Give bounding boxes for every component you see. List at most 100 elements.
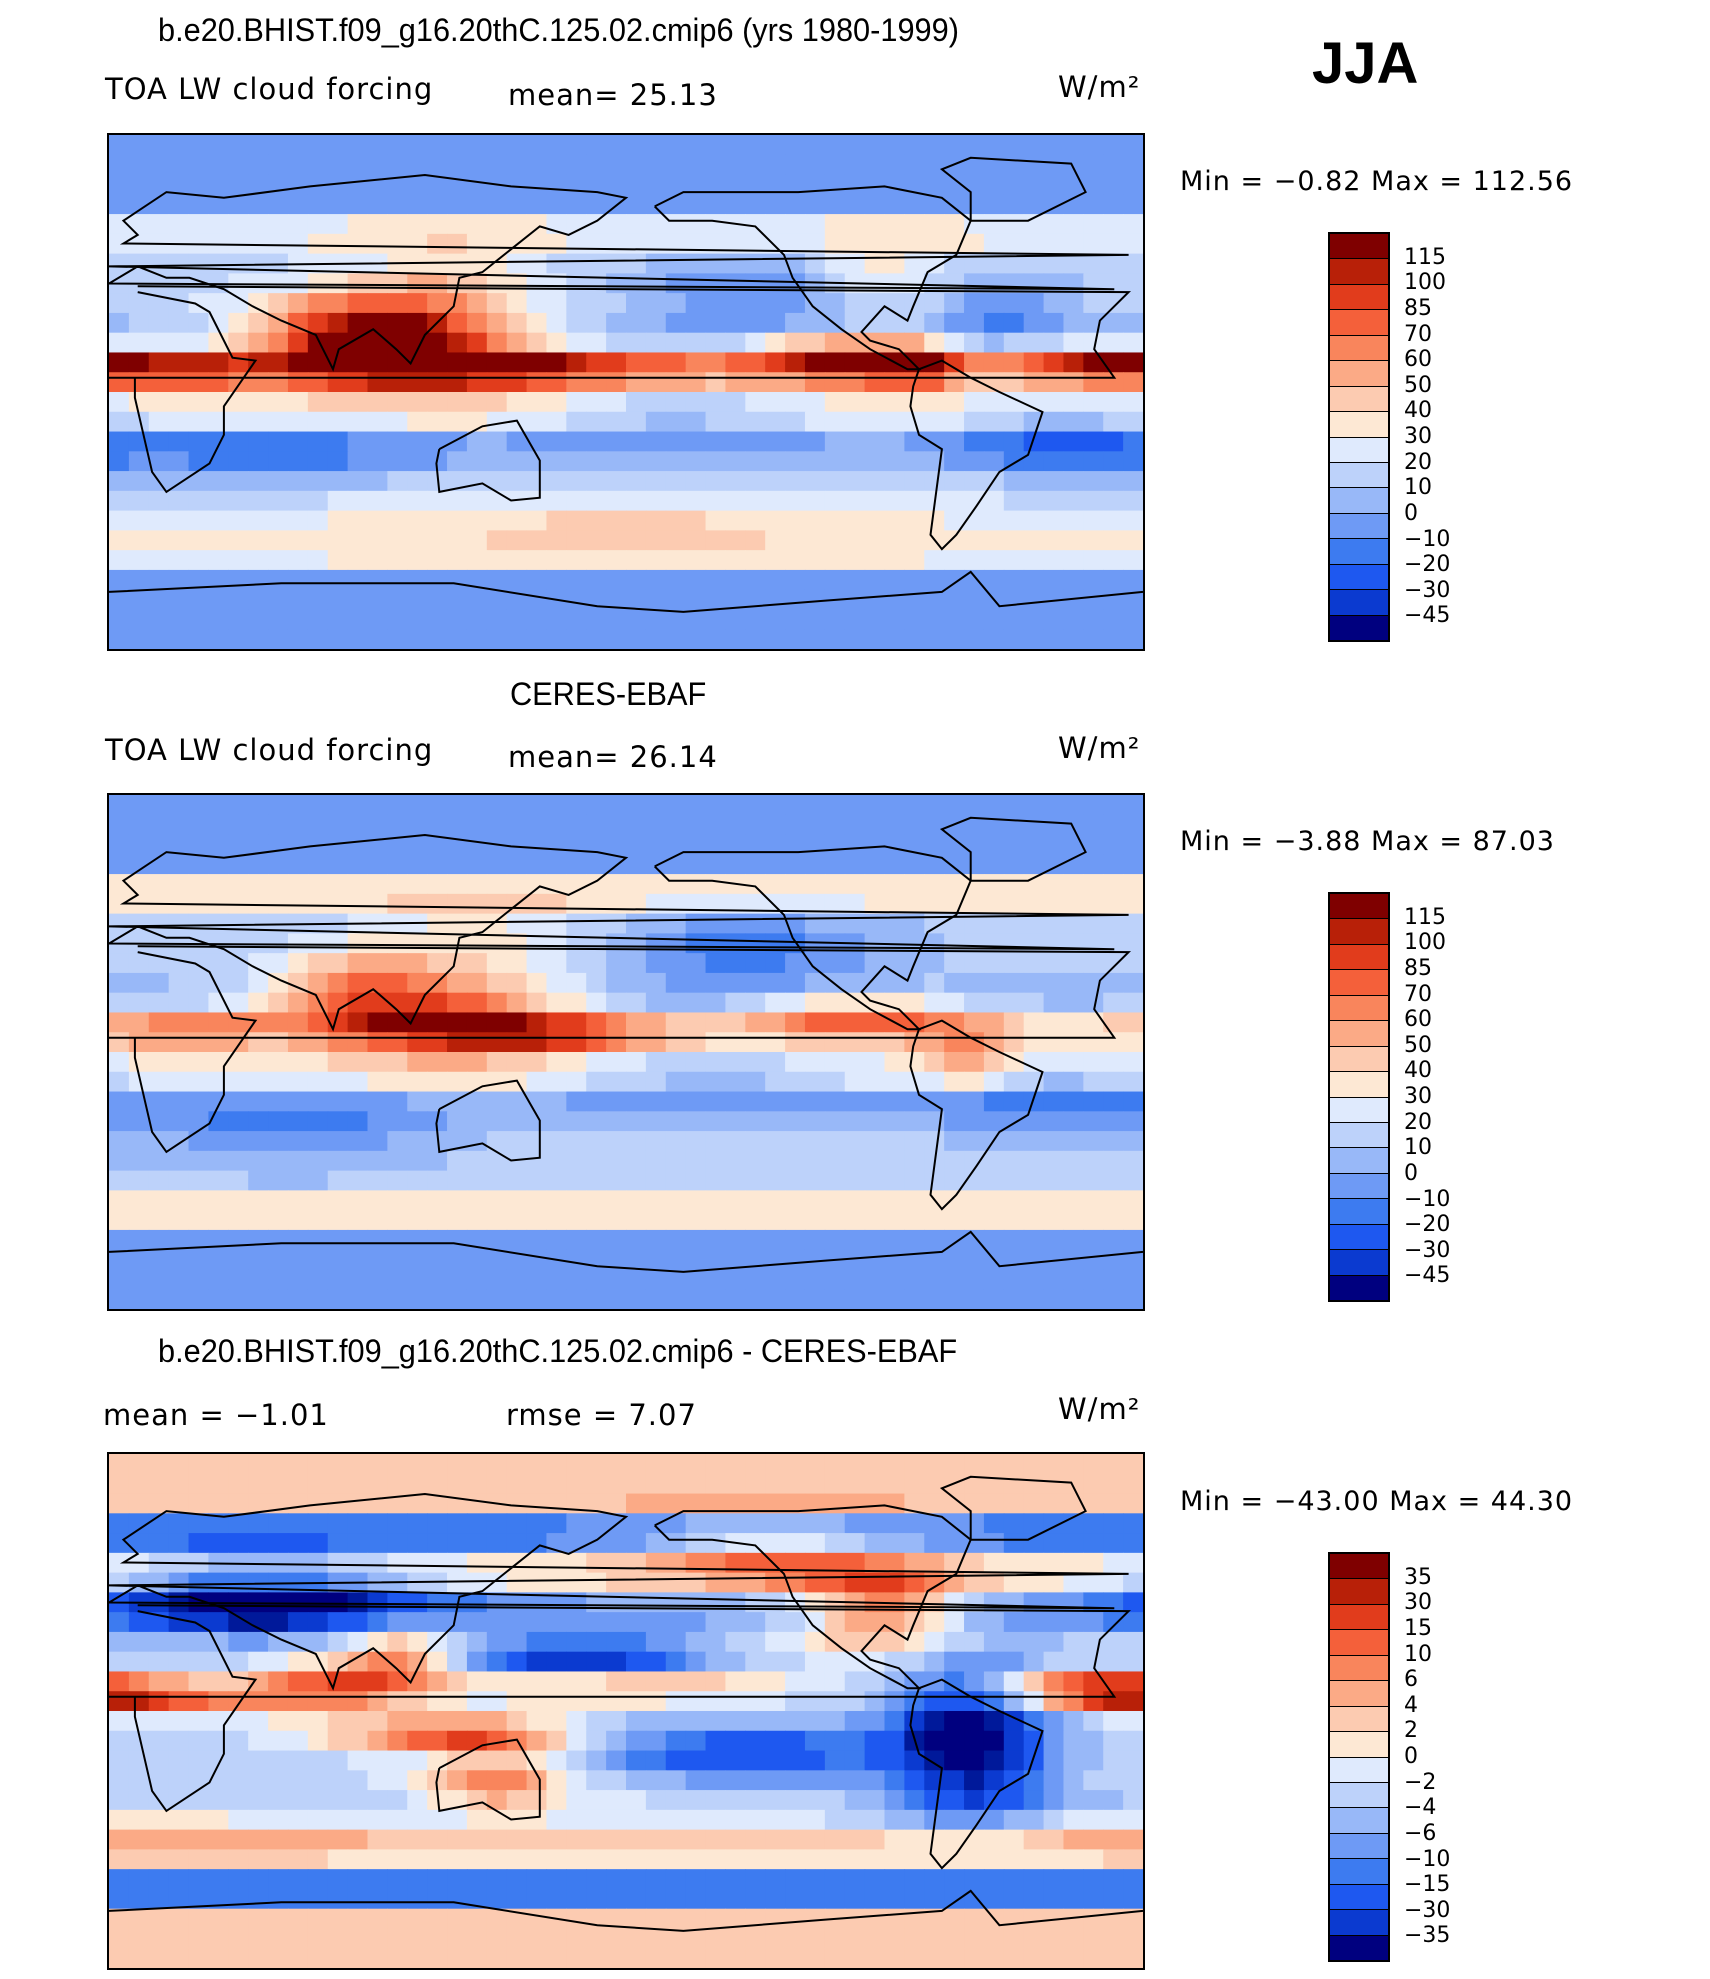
map-cell <box>1043 1651 1065 1673</box>
map-cell <box>466 332 488 354</box>
map-cell <box>287 550 309 571</box>
map-cell <box>466 174 488 195</box>
map-cell <box>924 293 945 314</box>
map-cell <box>785 431 806 452</box>
map-cell <box>745 471 766 492</box>
map-cell <box>1023 1612 1045 1633</box>
map-cell <box>745 312 766 334</box>
map-cell <box>606 1012 627 1033</box>
map-cell <box>745 1671 766 1692</box>
map-cell <box>606 1493 627 1514</box>
map-cell <box>466 1928 488 1949</box>
colorbar-swatch <box>1330 944 1388 971</box>
map-cell <box>983 135 1005 156</box>
map-cell <box>367 1691 388 1712</box>
map-cell <box>347 273 369 294</box>
map-cell <box>964 1454 985 1475</box>
map-cell <box>824 1533 846 1554</box>
map-cell <box>407 1454 428 1475</box>
map-cell <box>1043 1849 1065 1870</box>
map-cell <box>904 854 925 875</box>
map-cell <box>208 490 229 512</box>
map-cell <box>268 1473 289 1495</box>
map-cell <box>924 550 945 571</box>
map-cell <box>228 629 249 649</box>
map-cell <box>208 609 229 630</box>
map-cell <box>546 1052 567 1073</box>
map-cell <box>1083 1533 1104 1554</box>
map-cell <box>546 1091 567 1112</box>
map-cell <box>287 1612 309 1633</box>
panel-2-mean-label: mean= 26.14 <box>508 740 718 774</box>
map-cell <box>1003 411 1025 433</box>
map-cell <box>188 510 210 531</box>
map-cell <box>327 312 349 334</box>
map-cell <box>1103 1190 1124 1211</box>
map-cell <box>1043 1071 1065 1093</box>
map-cell <box>347 411 369 433</box>
map-cell <box>387 569 408 591</box>
map-cell <box>964 471 985 492</box>
colorbar-swatch <box>1330 437 1388 463</box>
map-cell <box>645 972 667 994</box>
map-cell <box>268 814 289 836</box>
map-cell <box>765 1454 786 1475</box>
map-cell <box>705 1809 727 1831</box>
map-cell <box>685 550 707 571</box>
map-cell <box>725 814 746 836</box>
map-cell <box>924 1170 945 1191</box>
map-cell <box>685 411 707 433</box>
continent-outline <box>109 945 1132 1154</box>
map-cell <box>626 135 647 156</box>
map-cell <box>526 392 548 413</box>
map-cell <box>188 589 210 611</box>
map-cell <box>347 1111 369 1132</box>
map-cell <box>586 1948 607 1968</box>
map-cell <box>447 1869 468 1890</box>
map-cell <box>1043 1869 1065 1890</box>
map-cell <box>964 1150 985 1172</box>
map-cell <box>1103 972 1124 994</box>
map-cell <box>745 1052 766 1073</box>
map-cell <box>725 451 746 472</box>
map-cell <box>248 1631 269 1653</box>
map-cell <box>208 953 229 974</box>
map-cell <box>566 972 587 994</box>
map-cell <box>1063 1229 1084 1251</box>
map-cell <box>387 1829 408 1850</box>
map-cell <box>307 273 329 294</box>
colorbar-tick-label: 115 <box>1404 904 1446 930</box>
map-cell <box>884 814 905 836</box>
map-cell <box>884 1210 905 1231</box>
map-cell <box>447 1829 468 1850</box>
map-cell <box>665 1131 687 1152</box>
map-cell <box>287 1533 309 1554</box>
map-cell <box>248 834 269 855</box>
map-cell <box>407 233 428 255</box>
map-cell <box>148 913 170 934</box>
map-cell <box>546 1071 567 1093</box>
map-cell <box>228 972 249 994</box>
map-cell <box>586 992 607 1014</box>
map-cell <box>128 451 150 472</box>
map-cell <box>208 1849 229 1870</box>
map-cell <box>128 352 150 373</box>
map-cell <box>1063 1170 1084 1191</box>
map-cell <box>864 854 886 875</box>
map-cell <box>904 1552 925 1574</box>
map-cell <box>745 629 766 649</box>
map-cell <box>307 1190 329 1211</box>
map-cell <box>1083 1131 1104 1152</box>
map-cell <box>287 1032 309 1053</box>
map-cell <box>824 874 846 895</box>
map-cell <box>1043 834 1065 855</box>
map-cell <box>128 372 150 393</box>
map-cell <box>407 1809 428 1831</box>
map-cell <box>546 1210 567 1231</box>
map-cell <box>705 392 727 413</box>
map-cell <box>785 1869 806 1890</box>
map-cell <box>824 953 846 974</box>
map-cell <box>983 609 1005 630</box>
map-cell <box>466 510 488 531</box>
map-cell <box>168 1473 190 1495</box>
